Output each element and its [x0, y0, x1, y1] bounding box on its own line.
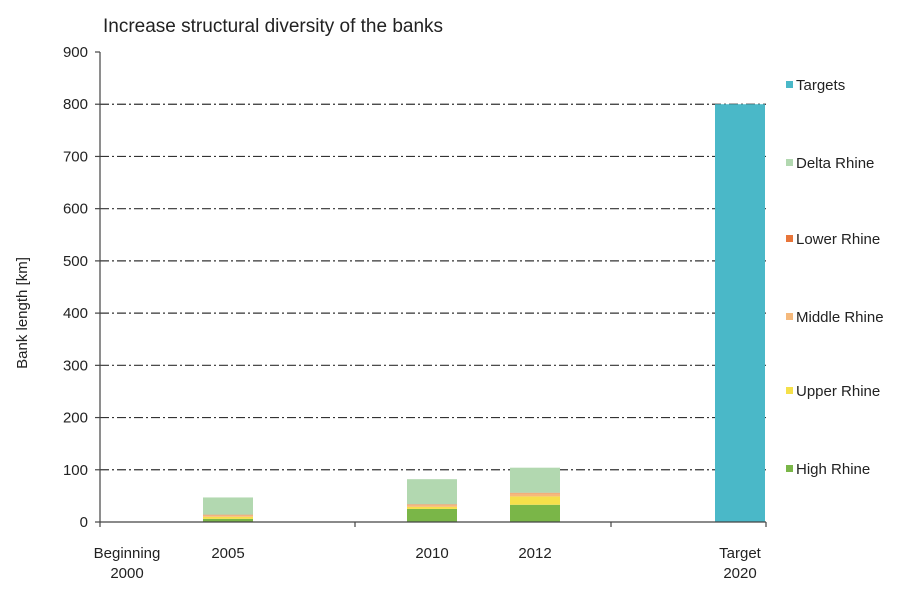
- y-tick-label-300: 300: [63, 357, 88, 374]
- legend: Targets Delta Rhine Lower Rhine Middle Rhin…: [786, 77, 884, 478]
- legend-label-high-rhine: High Rhine: [796, 461, 870, 478]
- legend-label-lower-rhine: Lower Rhine: [796, 231, 880, 248]
- x-tick-label-2-0: 2010: [415, 545, 448, 562]
- legend-label-delta-rhine: Delta Rhine: [796, 155, 874, 172]
- bar-middle-rhine-2: [407, 504, 457, 507]
- bar-targets-4: [715, 104, 765, 522]
- x-tick-label-1-0: 2005: [211, 545, 244, 562]
- bar-high-rhine-1: [203, 518, 253, 522]
- bar-upper-rhine-1: [203, 516, 253, 519]
- legend-swatch-middle-rhine: [786, 313, 793, 320]
- x-tick-label-4-0: Target: [719, 545, 762, 562]
- y-tick-label-800: 800: [63, 96, 88, 113]
- x-tick-label-0-1: 2000: [110, 565, 143, 582]
- x-tick-label-0-0: Beginning: [94, 545, 161, 562]
- gridlines: [100, 103, 766, 471]
- legend-swatch-targets: [786, 81, 793, 88]
- y-tick-label-400: 400: [63, 305, 88, 322]
- bar-high-rhine-2: [407, 508, 457, 522]
- bar-delta-rhine-3: [510, 467, 560, 493]
- bar-delta-rhine-2: [407, 479, 457, 505]
- bar-upper-rhine-3: [510, 496, 560, 505]
- y-tick-label-900: 900: [63, 44, 88, 61]
- x-tick-label-3-0: 2012: [518, 545, 551, 562]
- axes: 0 100 200 300 400 500 600 700 800 900 Beginning 200…: [63, 44, 767, 582]
- legend-label-upper-rhine: Upper Rhine: [796, 383, 880, 400]
- bar-upper-rhine-2: [407, 506, 457, 509]
- legend-swatch-lower-rhine: [786, 235, 793, 242]
- legend-label-middle-rhine: Middle Rhine: [796, 309, 884, 326]
- bar-middle-rhine-1: [203, 515, 253, 517]
- y-tick-label-100: 100: [63, 462, 88, 479]
- bar-lower-rhine-1: [203, 514, 253, 516]
- bar-delta-rhine-1: [203, 497, 253, 515]
- legend-label-targets: Targets: [796, 77, 845, 94]
- legend-swatch-upper-rhine: [786, 387, 793, 394]
- y-axis-label: Bank length [km]: [14, 257, 31, 369]
- legend-swatch-high-rhine: [786, 465, 793, 472]
- y-tick-label-700: 700: [63, 148, 88, 165]
- chart-title: Increase structural diversity of the ban…: [103, 16, 443, 37]
- legend-swatch-delta-rhine: [786, 159, 793, 166]
- y-tick-label-200: 200: [63, 410, 88, 427]
- y-tick-label-600: 600: [63, 201, 88, 218]
- bar-high-rhine-3: [510, 504, 560, 522]
- y-tick-label-0: 0: [80, 514, 88, 531]
- bars: [203, 104, 765, 522]
- bar-middle-rhine-3: [510, 493, 560, 497]
- y-tick-label-500: 500: [63, 253, 88, 270]
- bar-lower-rhine-2: [407, 504, 457, 505]
- x-tick-label-4-1: 2020: [723, 565, 756, 582]
- bar-lower-rhine-3: [510, 492, 560, 494]
